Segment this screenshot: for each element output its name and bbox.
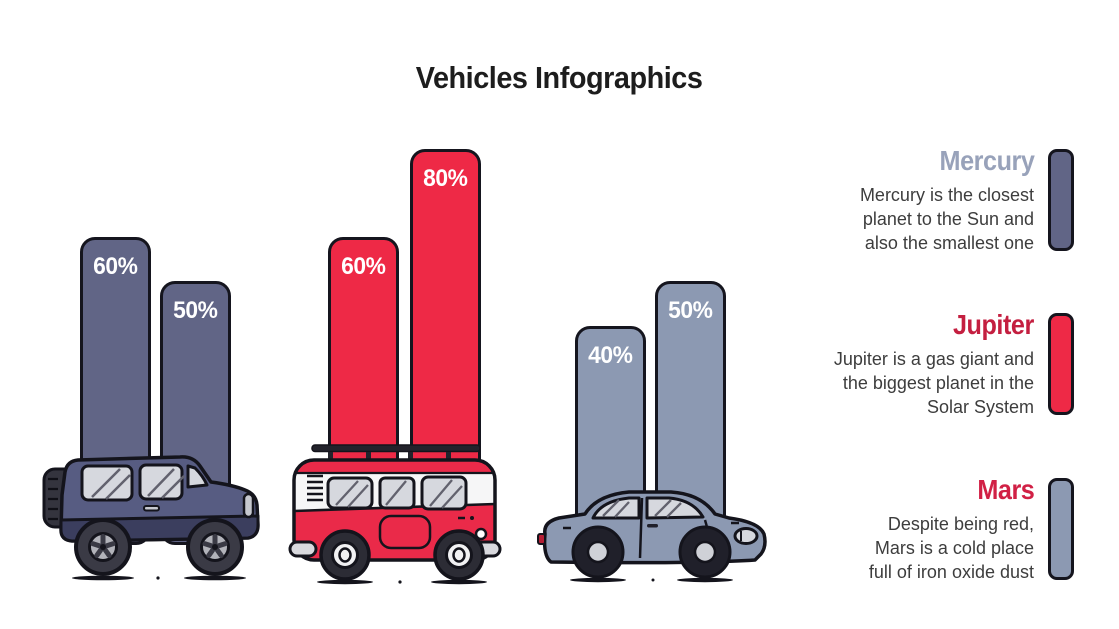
bar-value-label: 50% — [668, 297, 713, 325]
jeep-suv-illustration — [42, 455, 260, 581]
legend-item-mercury: Mercury Mercury is the closest planet to… — [788, 144, 1076, 255]
car-door-handle — [647, 524, 658, 528]
car-rear-wheel — [571, 525, 625, 579]
van-roof-rack — [311, 444, 481, 453]
page-title-text: Vehicles Infographics — [416, 60, 703, 95]
car-tail-light — [537, 533, 546, 545]
legend-body-line: Despite being red, — [887, 514, 1034, 534]
legend-pill-mars — [1048, 478, 1074, 580]
legend-text-jupiter: Jupiter Jupiter is a gas giant and the b… — [788, 308, 1035, 419]
legend-body-line: Solar System — [926, 397, 1034, 417]
bar-value-label: 80% — [423, 164, 468, 192]
bar-value-label: 50% — [173, 297, 218, 325]
legend-text-mars: Mars Despite being red, Mars is a cold p… — [788, 473, 1035, 584]
van-front-wheel — [433, 529, 485, 581]
camper-van-illustration — [288, 444, 502, 585]
legend-heading-jupiter: Jupiter — [953, 309, 1034, 340]
legend-heading-mars: Mars — [976, 474, 1034, 505]
legend-body-line: planet to the Sun and — [862, 209, 1034, 229]
jeep-front-wheel — [188, 520, 242, 574]
legend-body-line: Mars is a cold place — [874, 538, 1034, 558]
van-roof-stripe — [294, 460, 495, 473]
legend-pill-jupiter — [1048, 313, 1074, 415]
jeep-windshield — [186, 464, 209, 489]
car-shadow — [570, 577, 733, 583]
legend-body-line: Jupiter is a gas giant and — [833, 349, 1034, 369]
bar-value-label: 60% — [341, 253, 386, 280]
bar-value-label: 40% — [588, 341, 633, 369]
legend-body-line: also the smallest one — [864, 233, 1034, 253]
jeep-headlight — [242, 492, 255, 519]
legend-heading-mercury: Mercury — [939, 145, 1034, 176]
legend-body-line: full of iron oxide dust — [868, 562, 1034, 582]
jeep-door-handle — [143, 505, 160, 512]
jeep-rear-wheel — [76, 520, 130, 574]
van-headlight — [474, 527, 488, 541]
legend-body-line: Mercury is the closest — [859, 185, 1034, 205]
sedan-car-illustration — [537, 490, 767, 583]
car-headlight — [733, 527, 759, 545]
car-front-wheel — [678, 525, 732, 579]
van-rear-bumper — [288, 540, 318, 558]
van-vents — [307, 474, 323, 502]
bar-value-label: 60% — [93, 253, 138, 280]
van-rear-wheel — [319, 529, 371, 581]
legend-body-line: the biggest planet in the — [842, 373, 1034, 393]
legend-text-mercury: Mercury Mercury is the closest planet to… — [788, 144, 1035, 255]
legend-item-jupiter: Jupiter Jupiter is a gas giant and the b… — [788, 308, 1076, 419]
van-sliding-door — [378, 514, 432, 550]
van-shadow — [317, 579, 487, 585]
jeep-shadow — [72, 575, 246, 581]
legend-pill-mercury — [1048, 149, 1074, 251]
page-title: Vehicles Infographics — [0, 60, 1119, 96]
legend-item-mars: Mars Despite being red, Mars is a cold p… — [788, 473, 1076, 584]
